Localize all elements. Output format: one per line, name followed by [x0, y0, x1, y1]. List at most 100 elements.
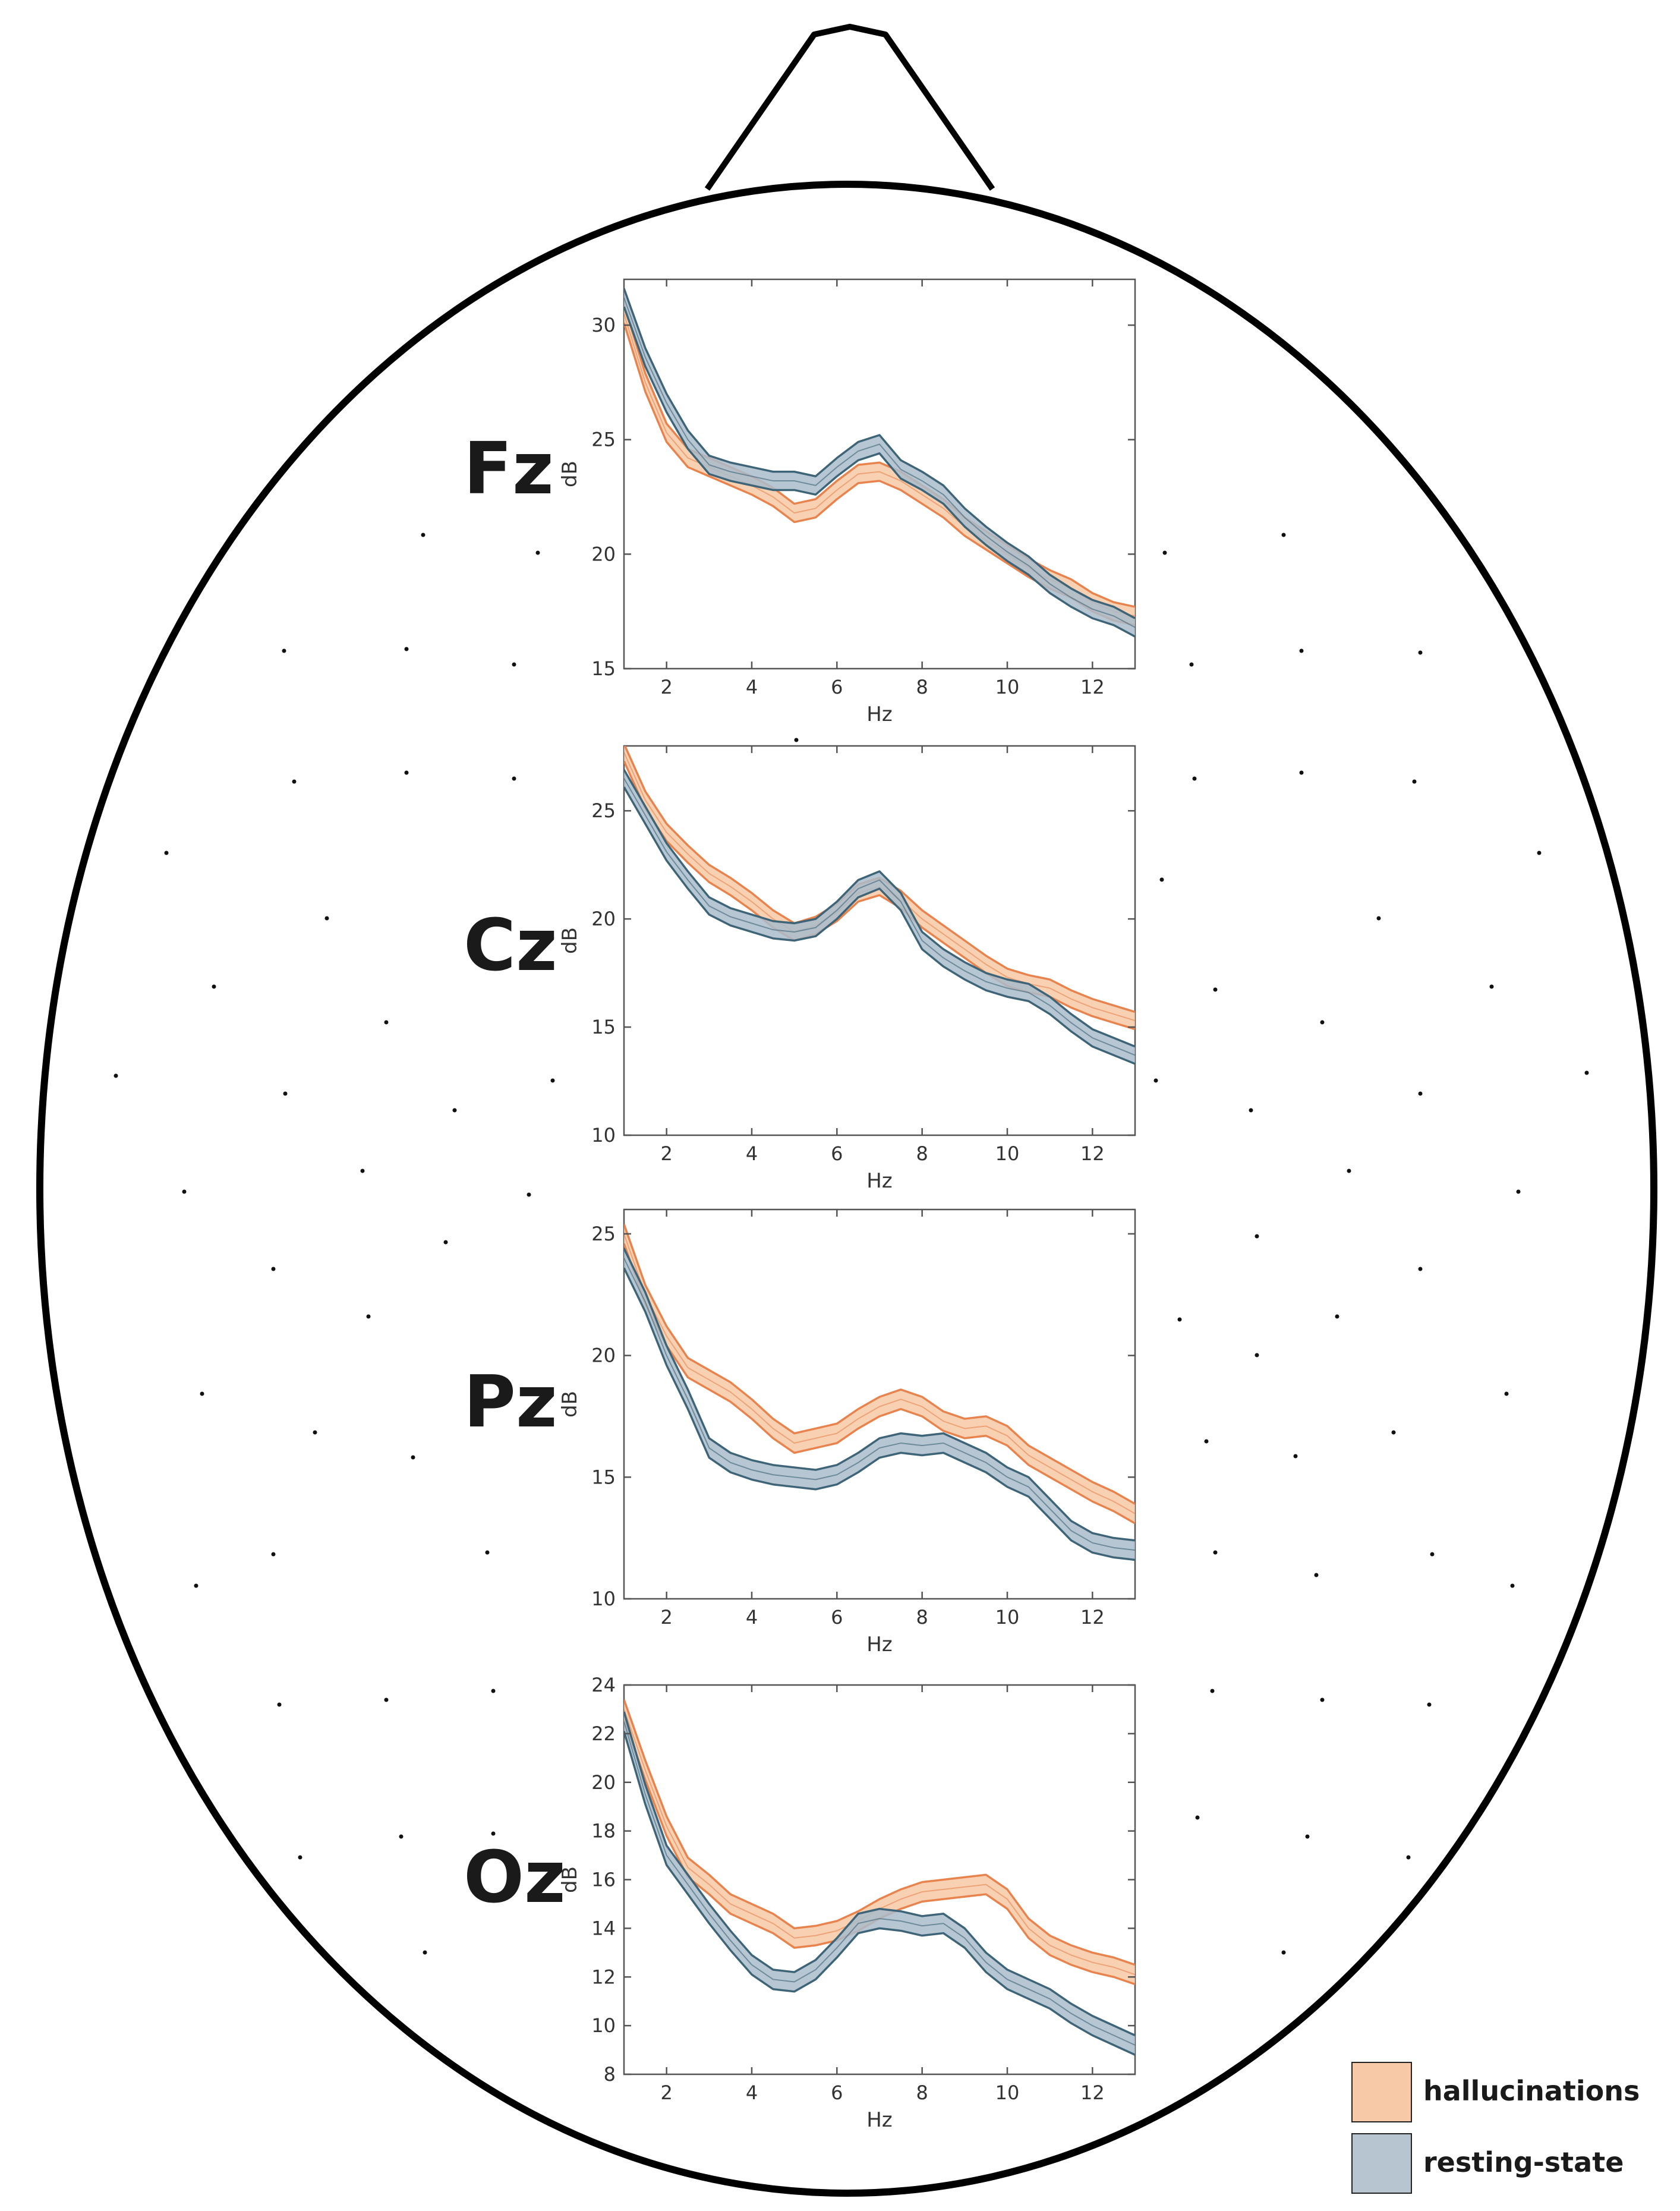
y-tick-label: 10 — [591, 1588, 616, 1610]
x-tick-label: 4 — [746, 1142, 758, 1165]
y-tick-label: 15 — [591, 1016, 616, 1038]
electrode-dot — [1299, 770, 1304, 775]
electrode-dot — [399, 1834, 404, 1839]
electrode-dot — [1162, 550, 1167, 555]
x-tick-label: 12 — [1080, 2081, 1105, 2104]
x-tick-label: 2 — [660, 676, 672, 698]
band-resting-state — [624, 288, 1135, 637]
electrode-label-oz: Oz — [464, 1837, 566, 1919]
electrode-label-fz: Fz — [464, 428, 554, 511]
electrode-dot — [1255, 1234, 1259, 1239]
x-tick-label: 6 — [831, 1606, 843, 1629]
electrode-dot — [443, 1240, 448, 1245]
legend: hallucinations resting-state — [1351, 2062, 1640, 2194]
y-tick-label: 15 — [591, 657, 616, 680]
electrode-dot — [411, 1455, 415, 1460]
electrode-dot — [1255, 1353, 1259, 1358]
electrode-dot — [164, 851, 169, 855]
x-tick-label: 12 — [1080, 1606, 1105, 1629]
legend-swatch — [1351, 2062, 1412, 2122]
electrode-dot — [384, 1697, 389, 1702]
electrode-dot — [1210, 1689, 1215, 1693]
band-edge-upper-resting-state — [624, 288, 1135, 619]
x-tick-label: 12 — [1080, 1142, 1105, 1165]
plot-frame — [623, 745, 1136, 1136]
electrode-dot — [1213, 987, 1218, 992]
electrode-dot — [1281, 1950, 1286, 1955]
x-tick-label: 2 — [660, 1142, 672, 1165]
electrode-dot — [421, 533, 425, 537]
electrode-dot — [1510, 1583, 1515, 1588]
electrode-dot — [1320, 1697, 1325, 1702]
electrode-dot — [485, 1550, 490, 1555]
electrode-dot — [1281, 533, 1286, 537]
x-tick-label: 10 — [995, 1142, 1020, 1165]
x-tick-label: 6 — [831, 1142, 843, 1165]
electrode-dot — [1213, 1550, 1218, 1555]
x-tick-label: 8 — [916, 1606, 928, 1629]
electrode-dot — [271, 1267, 276, 1271]
electrode-dot — [271, 1552, 276, 1557]
band-resting-state — [624, 770, 1135, 1064]
band-edge-upper-hallucinations — [624, 1223, 1135, 1505]
y-tick-label: 18 — [591, 1820, 616, 1842]
electrode-dot — [1489, 984, 1494, 989]
electrode-dot — [1320, 1020, 1325, 1025]
series-line-resting-state — [624, 1721, 1135, 2046]
electrode-dot — [1418, 1267, 1423, 1271]
y-tick-label: 22 — [591, 1722, 616, 1745]
electrode-dot — [194, 1583, 198, 1588]
electrode-dot — [1418, 650, 1423, 655]
x-tick-label: 6 — [831, 676, 843, 698]
electrode-dot — [1376, 916, 1381, 921]
electrode-dot — [1406, 1855, 1411, 1860]
series-line-resting-state — [624, 1258, 1135, 1551]
electrode-dot — [298, 1855, 302, 1860]
electrode-dot — [283, 1091, 288, 1096]
electrode-dot — [1192, 776, 1197, 781]
x-axis-label: Hz — [866, 2108, 892, 2132]
x-tick-label: 4 — [746, 676, 758, 698]
x-tick-label: 4 — [746, 1606, 758, 1629]
nose-outline — [704, 24, 995, 191]
electrode-dot — [1195, 1815, 1200, 1820]
electrode-label-cz: Cz — [464, 905, 557, 987]
electrode-dot — [114, 1073, 118, 1078]
electrode-dot — [1153, 1078, 1158, 1083]
electrode-dot — [1299, 648, 1304, 653]
x-axis-label: Hz — [866, 703, 892, 726]
electrode-dot — [366, 1314, 371, 1319]
legend-label: resting-state — [1423, 2146, 1624, 2178]
band-resting-state — [624, 1248, 1135, 1560]
series-line-hallucinations — [624, 1233, 1135, 1514]
y-tick-label: 25 — [591, 429, 616, 451]
band-edge-lower-hallucinations — [624, 1243, 1135, 1525]
electrode-dot — [1249, 1108, 1253, 1113]
band-edge-lower-resting-state — [624, 786, 1135, 1065]
legend-item-hallucinations: hallucinations — [1351, 2062, 1640, 2122]
electrode-dot — [1537, 851, 1542, 855]
y-axis-label: dB — [558, 1391, 582, 1418]
electrode-dot — [794, 738, 799, 742]
electrode-dot — [1347, 1169, 1351, 1173]
y-tick-label: 10 — [591, 2014, 616, 2037]
y-tick-label: 30 — [591, 314, 616, 336]
electrode-dot — [1177, 1317, 1182, 1322]
electrode-dot — [1335, 1314, 1339, 1319]
electrode-dots — [114, 533, 1589, 1955]
band-hallucinations — [624, 1224, 1135, 1524]
x-tick-label: 4 — [746, 2081, 758, 2104]
electrode-dot — [1314, 1573, 1319, 1577]
legend-item-resting-state: resting-state — [1351, 2133, 1624, 2194]
x-tick-label: 2 — [660, 2081, 672, 2104]
band-edge-lower-resting-state — [624, 1267, 1135, 1561]
electrode-dot — [182, 1189, 187, 1194]
band-edge-lower-resting-state — [624, 1731, 1135, 2056]
legend-label: hallucinations — [1423, 2075, 1640, 2107]
electrode-dot — [404, 770, 409, 775]
y-axis-label: dB — [558, 461, 582, 487]
electrode-dot — [277, 1702, 282, 1707]
y-axis-label: dB — [558, 927, 582, 954]
x-axis-label: Hz — [866, 1169, 892, 1193]
